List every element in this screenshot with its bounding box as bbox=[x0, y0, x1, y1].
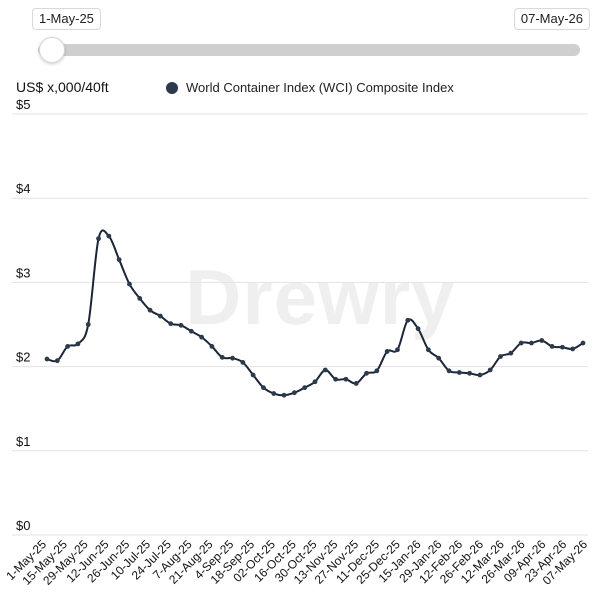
wci-data-point bbox=[456, 370, 462, 375]
wci-data-point bbox=[157, 313, 163, 319]
y-axis-unit-label: US$ x,000/40ft bbox=[16, 79, 109, 95]
date-range-slider-track[interactable] bbox=[38, 44, 580, 56]
wci-data-point bbox=[580, 340, 586, 346]
wci-data-point bbox=[487, 367, 493, 373]
wci-data-point bbox=[106, 233, 112, 239]
chart-legend[interactable]: World Container Index (WCI) Composite In… bbox=[166, 80, 454, 95]
wci-data-point bbox=[230, 355, 235, 361]
wci-data-point bbox=[508, 350, 514, 356]
wci-data-point bbox=[75, 341, 81, 347]
wci-data-point bbox=[199, 334, 205, 340]
wci-data-point bbox=[302, 385, 308, 391]
wci-data-point bbox=[333, 376, 339, 382]
y-tick-label: $5 bbox=[16, 97, 30, 112]
wci-data-point bbox=[539, 338, 545, 343]
wci-data-point bbox=[261, 385, 266, 391]
date-range-slider-handle[interactable] bbox=[39, 37, 65, 63]
y-tick-label: $3 bbox=[16, 265, 30, 280]
wci-data-point bbox=[384, 349, 390, 354]
wci-data-point bbox=[405, 317, 411, 323]
wci-data-point bbox=[364, 370, 369, 376]
wci-data-point bbox=[312, 379, 318, 385]
wci-data-point bbox=[425, 347, 431, 353]
wci-data-point bbox=[188, 328, 194, 334]
wci-series-line bbox=[46, 229, 584, 397]
wci-data-point bbox=[209, 343, 215, 349]
y-tick-label: $4 bbox=[16, 181, 30, 196]
wci-data-point bbox=[415, 326, 421, 332]
date-range-start-label: 1-May-25 bbox=[32, 8, 101, 30]
wci-data-point bbox=[178, 322, 184, 328]
wci-data-point bbox=[549, 343, 555, 349]
wci-data-point bbox=[85, 322, 91, 327]
wci-data-point bbox=[96, 236, 101, 242]
wci-data-point bbox=[559, 344, 565, 350]
wci-data-point bbox=[467, 370, 473, 376]
wci-data-point bbox=[168, 321, 174, 327]
date-range-end-label: 07-May-26 bbox=[513, 8, 590, 30]
wci-data-point bbox=[374, 368, 380, 374]
y-tick-label: $2 bbox=[16, 350, 30, 365]
wci-data-point bbox=[147, 307, 153, 313]
y-tick-label: $0 bbox=[16, 518, 30, 533]
wci-data-point bbox=[219, 354, 225, 360]
wci-data-point bbox=[250, 372, 256, 378]
wci-data-point bbox=[395, 347, 400, 353]
wci-data-point bbox=[291, 390, 297, 396]
wci-data-point bbox=[44, 356, 50, 362]
wci-data-point bbox=[529, 340, 534, 346]
wci-data-point bbox=[518, 340, 524, 346]
wci-data-point bbox=[127, 281, 132, 287]
legend-label: World Container Index (WCI) Composite In… bbox=[186, 80, 454, 95]
wci-data-point bbox=[281, 392, 287, 398]
wci-data-point bbox=[116, 257, 122, 263]
wci-data-point bbox=[137, 295, 143, 301]
wci-data-point bbox=[240, 359, 246, 365]
wci-data-point bbox=[446, 368, 452, 374]
wci-data-point bbox=[322, 367, 328, 373]
wci-data-point bbox=[477, 372, 483, 378]
wci-data-point bbox=[498, 354, 503, 359]
wci-data-point bbox=[570, 346, 576, 352]
wci-data-point bbox=[65, 343, 71, 349]
wci-data-point bbox=[343, 376, 349, 382]
y-tick-label: $1 bbox=[16, 434, 30, 449]
legend-marker-icon bbox=[166, 81, 178, 94]
drewry-watermark: Drewry bbox=[185, 253, 456, 341]
wci-data-point bbox=[54, 358, 60, 364]
wci-data-point bbox=[271, 391, 277, 396]
wci-data-point bbox=[353, 381, 359, 386]
wci-data-point bbox=[436, 355, 442, 361]
